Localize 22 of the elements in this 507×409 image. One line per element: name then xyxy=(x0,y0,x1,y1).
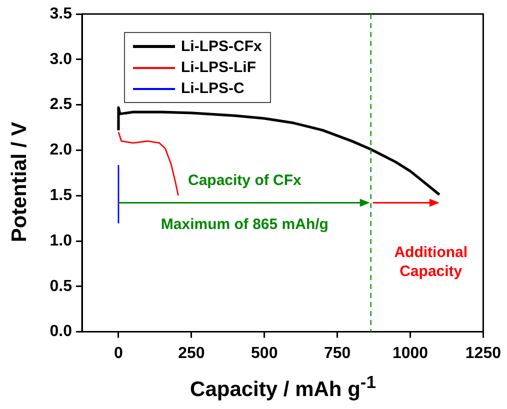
annotation: Capacity of CFx xyxy=(188,172,302,189)
x-tick-label: 0 xyxy=(114,344,124,362)
y-tick-label: 3.0 xyxy=(50,50,72,68)
x-tick-label: 500 xyxy=(251,344,278,362)
y-tick-label: 3.5 xyxy=(50,5,72,22)
y-tick-label: 2.5 xyxy=(50,96,72,114)
y-tick-label: 0.0 xyxy=(50,323,72,340)
legend-label: Li-LPS-LiF xyxy=(181,59,256,76)
y-axis-title: Potential / V xyxy=(8,122,32,242)
x-tick-label: 250 xyxy=(178,344,205,362)
x-tick-label: 750 xyxy=(324,344,351,362)
legend-label: Li-LPS-CFx xyxy=(181,38,262,55)
x-axis-title: Capacity / mAh g$^{-1}$ xyxy=(189,372,377,402)
x-tick-label: 1000 xyxy=(392,344,428,362)
annotation: Additional Capacity xyxy=(394,244,468,280)
y-tick-label: 1.0 xyxy=(50,232,72,250)
y-tick-label: 0.5 xyxy=(50,278,72,295)
y-tick-label: 1.5 xyxy=(50,187,72,204)
legend-label: Li-LPS-C xyxy=(181,80,244,97)
y-tick-label: 2.0 xyxy=(50,142,72,159)
annotation: Maximum of 865 mAh/g xyxy=(160,216,328,233)
x-tick-label: 1250 xyxy=(465,344,502,362)
